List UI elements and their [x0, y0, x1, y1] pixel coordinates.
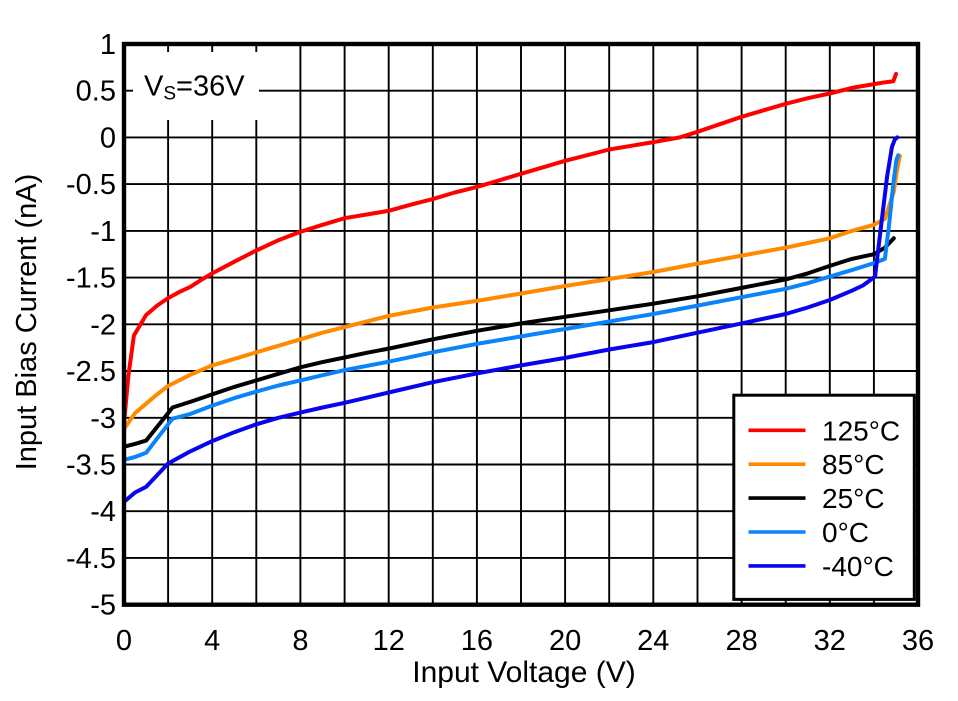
- svg-text:Input Voltage (V): Input Voltage (V): [412, 656, 635, 689]
- svg-text:8: 8: [292, 625, 308, 657]
- svg-text:VS=36V: VS=36V: [144, 71, 245, 105]
- svg-text:0°C: 0°C: [822, 517, 869, 548]
- svg-text:-2.5: -2.5: [66, 356, 116, 388]
- svg-text:-1: -1: [90, 216, 116, 248]
- svg-text:24: 24: [637, 625, 669, 657]
- svg-text:85°C: 85°C: [822, 449, 885, 480]
- svg-text:1: 1: [100, 29, 116, 61]
- svg-text:-3: -3: [90, 403, 116, 435]
- svg-text:20: 20: [549, 625, 581, 657]
- svg-text:-5: -5: [90, 590, 116, 622]
- svg-text:28: 28: [725, 625, 757, 657]
- svg-text:-4: -4: [90, 496, 116, 528]
- svg-text:4: 4: [204, 625, 220, 657]
- svg-text:125°C: 125°C: [822, 415, 900, 446]
- svg-text:12: 12: [373, 625, 405, 657]
- svg-text:-4.5: -4.5: [66, 543, 116, 575]
- svg-text:-0.5: -0.5: [66, 169, 116, 201]
- svg-text:Input Bias Current (nA): Input Bias Current (nA): [11, 174, 43, 471]
- svg-text:0: 0: [100, 122, 116, 154]
- svg-text:25°C: 25°C: [822, 483, 885, 514]
- svg-text:-1.5: -1.5: [66, 263, 116, 295]
- svg-text:-3.5: -3.5: [66, 450, 116, 482]
- svg-text:32: 32: [814, 625, 846, 657]
- svg-text:-40°C: -40°C: [822, 551, 894, 582]
- svg-text:0.5: 0.5: [76, 76, 116, 108]
- svg-text:0: 0: [116, 625, 132, 657]
- svg-text:36: 36: [902, 625, 934, 657]
- svg-text:-2: -2: [90, 309, 116, 341]
- svg-text:16: 16: [461, 625, 493, 657]
